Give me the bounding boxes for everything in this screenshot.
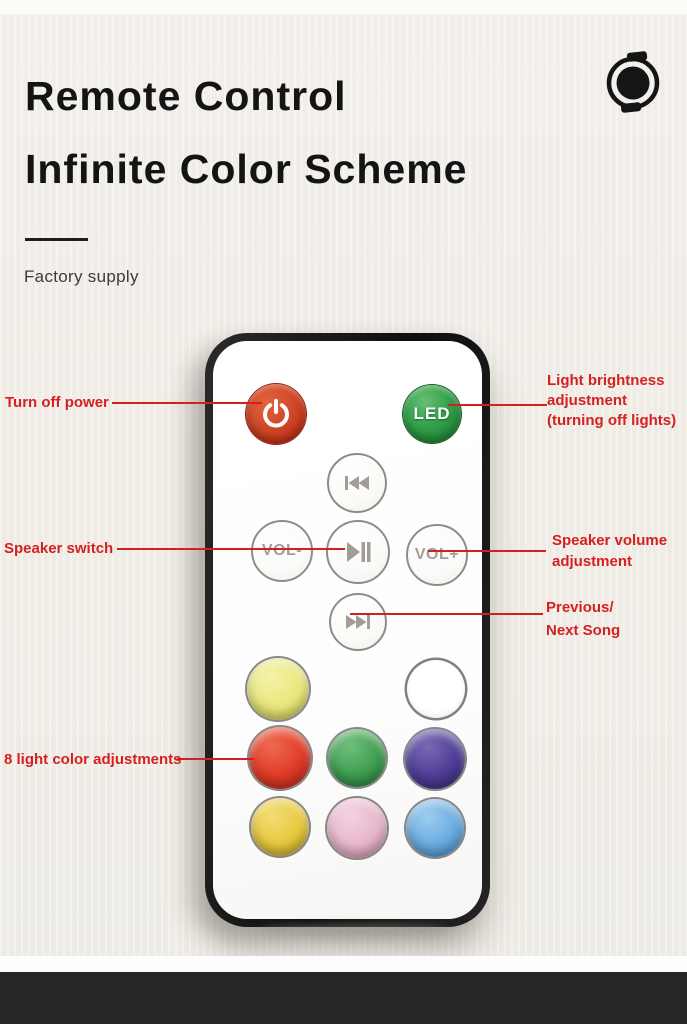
color-button-gold — [251, 798, 309, 856]
subtitle: Factory supply — [24, 267, 139, 286]
previous-track-button — [327, 453, 387, 513]
remote-control: LED VOL- VOL+ — [205, 333, 490, 927]
led-button: LED — [403, 385, 461, 443]
volume-up-button: VOL+ — [406, 524, 468, 586]
color-button-pale-yellow — [247, 658, 309, 720]
annotation-light-brightness-line1: Light brightness — [547, 372, 665, 389]
annotation-turn-off-power: Turn off power — [5, 394, 109, 411]
bottom-white-strip — [0, 956, 687, 972]
play-pause-icon — [347, 542, 371, 562]
annotation-speaker-volume-line1: Speaker volume — [552, 532, 668, 549]
color-button-light-blue — [406, 799, 464, 857]
power-icon — [263, 399, 289, 428]
annotation-previous-next-line1: Previous/ — [546, 599, 614, 616]
annotation-color-adjustments: 8 light color adjustments — [4, 751, 182, 768]
annotation-previous-next-line2: Next Song — [546, 622, 621, 639]
play-pause-button — [326, 520, 390, 584]
bottom-dark-bar — [0, 972, 687, 1024]
top-strip — [0, 0, 687, 14]
next-track-icon — [346, 615, 370, 629]
color-button-green — [328, 729, 386, 787]
annotation-line-volume — [428, 550, 546, 552]
annotation-speaker-volume: Speaker volume adjustment — [552, 530, 667, 572]
annotation-light-brightness: Light brightness adjustment (turning off… — [547, 371, 676, 431]
annotation-light-brightness-line2: adjustment — [547, 392, 628, 409]
color-button-purple — [405, 729, 465, 789]
volume-down-button: VOL- — [251, 520, 313, 582]
annotation-line-song — [350, 613, 543, 615]
led-button-label: LED — [413, 404, 451, 423]
color-button-red — [249, 727, 311, 789]
annotation-line-led — [448, 404, 547, 406]
power-button — [246, 384, 306, 444]
title-line-1: Remote Control — [25, 73, 347, 119]
color-button-white — [407, 660, 465, 718]
previous-track-icon — [345, 476, 369, 490]
page-title: Remote Control Infinite Color Scheme — [25, 60, 585, 206]
color-button-pink — [327, 798, 387, 858]
title-line-2: Infinite Color Scheme — [25, 146, 468, 192]
annotation-line-power — [112, 402, 262, 404]
annotation-speaker-volume-line2: adjustment — [552, 553, 633, 570]
volume-down-label: VOL- — [261, 542, 303, 559]
title-underline — [25, 238, 88, 241]
next-track-button — [329, 593, 387, 651]
remote-reflection — [258, 924, 448, 936]
annotation-light-brightness-line3: (turning off lights) — [547, 412, 677, 429]
annotation-line-color — [177, 758, 254, 760]
annotation-speaker-switch: Speaker switch — [4, 540, 114, 557]
annotation-line-speaker — [117, 548, 345, 550]
remote-face: LED VOL- VOL+ — [213, 341, 482, 919]
volume-up-label: VOL+ — [414, 546, 460, 563]
annotation-previous-next-song: Previous/ Next Song — [546, 596, 620, 642]
ring-light-logo-icon — [606, 51, 660, 113]
